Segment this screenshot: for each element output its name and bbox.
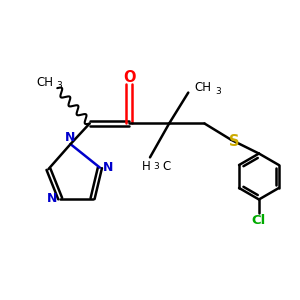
Text: C: C [162, 160, 170, 173]
Text: 3: 3 [57, 81, 62, 90]
Text: CH: CH [194, 81, 212, 94]
Text: CH: CH [36, 76, 53, 89]
Text: N: N [65, 131, 76, 144]
Text: 3: 3 [154, 162, 159, 171]
Text: H: H [142, 160, 151, 173]
Text: 3: 3 [215, 87, 220, 96]
Text: O: O [123, 70, 136, 86]
Text: S: S [229, 134, 239, 149]
Text: N: N [103, 161, 113, 174]
Text: N: N [47, 192, 57, 205]
Text: Cl: Cl [252, 214, 266, 227]
